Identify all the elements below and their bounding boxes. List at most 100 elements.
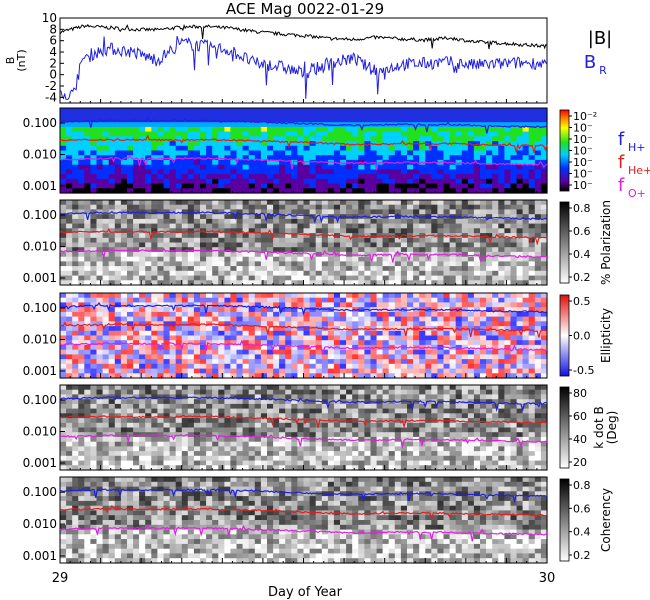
spectrogram-cell (157, 183, 165, 189)
spectrogram-cell (370, 136, 378, 142)
spectrogram-cell (431, 209, 438, 215)
spectrogram-cell (78, 321, 85, 327)
spectrogram-cell (175, 399, 183, 405)
spectrogram-cell (254, 164, 262, 170)
spectrogram-cell (127, 373, 134, 379)
spectrogram-cell (120, 354, 128, 360)
spectrogram-cell (382, 340, 390, 346)
colorbar-polarization (559, 201, 570, 284)
spectrogram-cell (66, 451, 73, 457)
spectrogram-cell (510, 326, 518, 332)
spectrogram-cell (212, 307, 219, 313)
spectrogram-cell (370, 354, 378, 360)
spectrogram-cell (400, 169, 408, 175)
spectrogram-cell (157, 188, 165, 194)
spectrogram-cell (145, 200, 152, 206)
spectrogram-cell (400, 297, 408, 303)
spectrogram-cell (260, 354, 268, 360)
spectrogram-cell (315, 261, 323, 267)
spectrogram-cell (260, 359, 268, 365)
spectrogram-cell (145, 340, 152, 346)
spectrogram-cell (425, 228, 432, 234)
spectrogram-cell (437, 275, 445, 281)
spectrogram-cell (431, 297, 438, 303)
spectrogram-cell (346, 297, 353, 303)
spectrogram-cell (200, 145, 207, 152)
spectrogram-cell (425, 223, 432, 229)
spectrogram-cell (84, 256, 91, 262)
spectrogram-cell (206, 293, 213, 299)
spectrogram-cell (133, 385, 140, 391)
spectrogram-cell (346, 150, 353, 156)
spectrogram-cell (175, 261, 183, 267)
spectrogram-cell (273, 150, 280, 156)
spectrogram-cell (96, 218, 104, 225)
spectrogram-cell (504, 112, 512, 118)
spectrogram-cell (218, 275, 225, 281)
spectrogram-cell (346, 237, 353, 244)
spectrogram-cell (187, 302, 195, 308)
spectrogram-cell (419, 302, 426, 308)
spectrogram-cell (504, 359, 512, 365)
spectrogram-cell (230, 330, 238, 337)
spectrogram-cell (534, 344, 542, 351)
spectrogram-cell (133, 446, 140, 452)
spectrogram-cell (181, 261, 189, 267)
spectrogram-cell (498, 311, 505, 318)
spectrogram-cell (200, 354, 207, 360)
spectrogram-cell (84, 218, 91, 225)
spectrogram-cell (187, 293, 195, 299)
spectrogram-cell (145, 122, 152, 128)
spectrogram-cell (473, 373, 481, 379)
spectrogram-cell (498, 145, 505, 152)
spectrogram-cell (242, 368, 250, 374)
spectrogram-cell (425, 266, 432, 272)
spectrogram-cell (181, 441, 189, 447)
spectrogram-cell (120, 112, 128, 118)
spectrogram-cell (309, 178, 317, 185)
spectrogram-cell (169, 280, 177, 286)
spectrogram-cell (120, 183, 128, 189)
spectrogram-cell (224, 209, 232, 215)
spectrogram-cell (133, 335, 140, 341)
spectrogram-cell (534, 183, 542, 189)
spectrogram-cell (72, 427, 79, 433)
spectrogram-cell (206, 302, 213, 308)
spectrogram-cell (267, 330, 274, 337)
spectrogram-cell (492, 108, 499, 114)
spectrogram-cell (382, 359, 390, 365)
spectrogram-cell (492, 237, 499, 244)
spectrogram-cell (352, 126, 359, 133)
spectrogram-cell (534, 155, 542, 161)
spectrogram-cell (72, 141, 79, 147)
spectrogram-cell (413, 297, 420, 303)
spectrogram-cell (151, 413, 158, 419)
spectrogram-cell (522, 131, 530, 137)
spectrogram-cell (516, 214, 524, 220)
spectrogram-cell (133, 326, 140, 332)
spectrogram-cell (60, 385, 67, 391)
spectrogram-cell (78, 354, 85, 360)
spectrogram-cell (437, 293, 445, 299)
spectrogram-cell (498, 228, 505, 234)
spectrogram-cell (492, 280, 499, 286)
spectrogram-cell (510, 108, 518, 114)
spectrogram-cell (358, 112, 365, 118)
spectrogram-cell (449, 256, 457, 262)
spectrogram-cell (157, 233, 165, 239)
spectrogram-cell (352, 108, 359, 114)
spectrogram-cell (370, 169, 378, 175)
spectrogram-cell (431, 354, 438, 360)
spectrogram-cell (279, 112, 286, 118)
spectrogram-cell (291, 228, 298, 234)
spectrogram-cell (461, 183, 469, 189)
spectrogram-cell (127, 460, 134, 466)
spectrogram-cell (193, 131, 201, 137)
spectrogram-cell (407, 302, 414, 308)
spectrogram-cell (297, 218, 305, 225)
spectrogram-cell (181, 266, 189, 272)
spectrogram-cell (486, 183, 493, 189)
spectrogram-cell (449, 275, 457, 281)
spectrogram-cell (431, 302, 438, 308)
spectrogram-cell (242, 164, 250, 170)
